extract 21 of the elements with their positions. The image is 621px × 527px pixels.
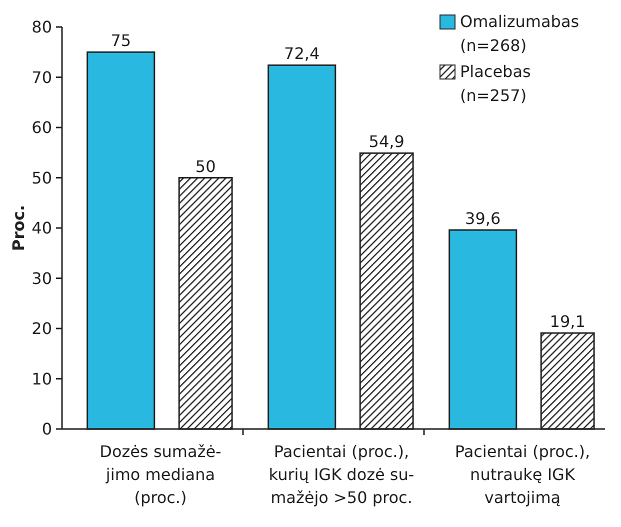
y-tick-label: 50 <box>32 168 52 188</box>
y-tick-label: 40 <box>32 218 52 238</box>
legend-label: Placebas (n=257) <box>460 62 531 105</box>
x-tick-label: Pacientai (proc.), kurių IGK dozė su- mažėjo >50 proc. <box>268 442 414 507</box>
y-axis-title: Proc. <box>9 204 28 252</box>
y-tick-label: 30 <box>32 268 52 288</box>
x-tick-label: Pacientai (proc.), nutraukę IGK vartojimą <box>454 442 590 507</box>
data-label: 39,6 <box>465 209 501 228</box>
data-label: 50 <box>195 156 216 176</box>
data-label: 72,4 <box>284 44 320 64</box>
y-tick-label: 70 <box>32 68 52 87</box>
x-tick-label: Dozės sumažė- jimo mediana (proc.) <box>100 442 222 507</box>
data-label: 75 <box>110 31 132 50</box>
data-label: 54,9 <box>368 132 404 152</box>
y-tick-label: 80 <box>32 18 52 37</box>
y-tick-label: 0 <box>42 420 52 439</box>
y-tick-label: 60 <box>32 118 52 138</box>
y-tick-label: 20 <box>32 319 52 338</box>
y-tick-label: 10 <box>32 369 52 388</box>
data-label: 19,1 <box>550 312 586 332</box>
legend-label: Omalizumabas (n=268) <box>460 12 580 55</box>
